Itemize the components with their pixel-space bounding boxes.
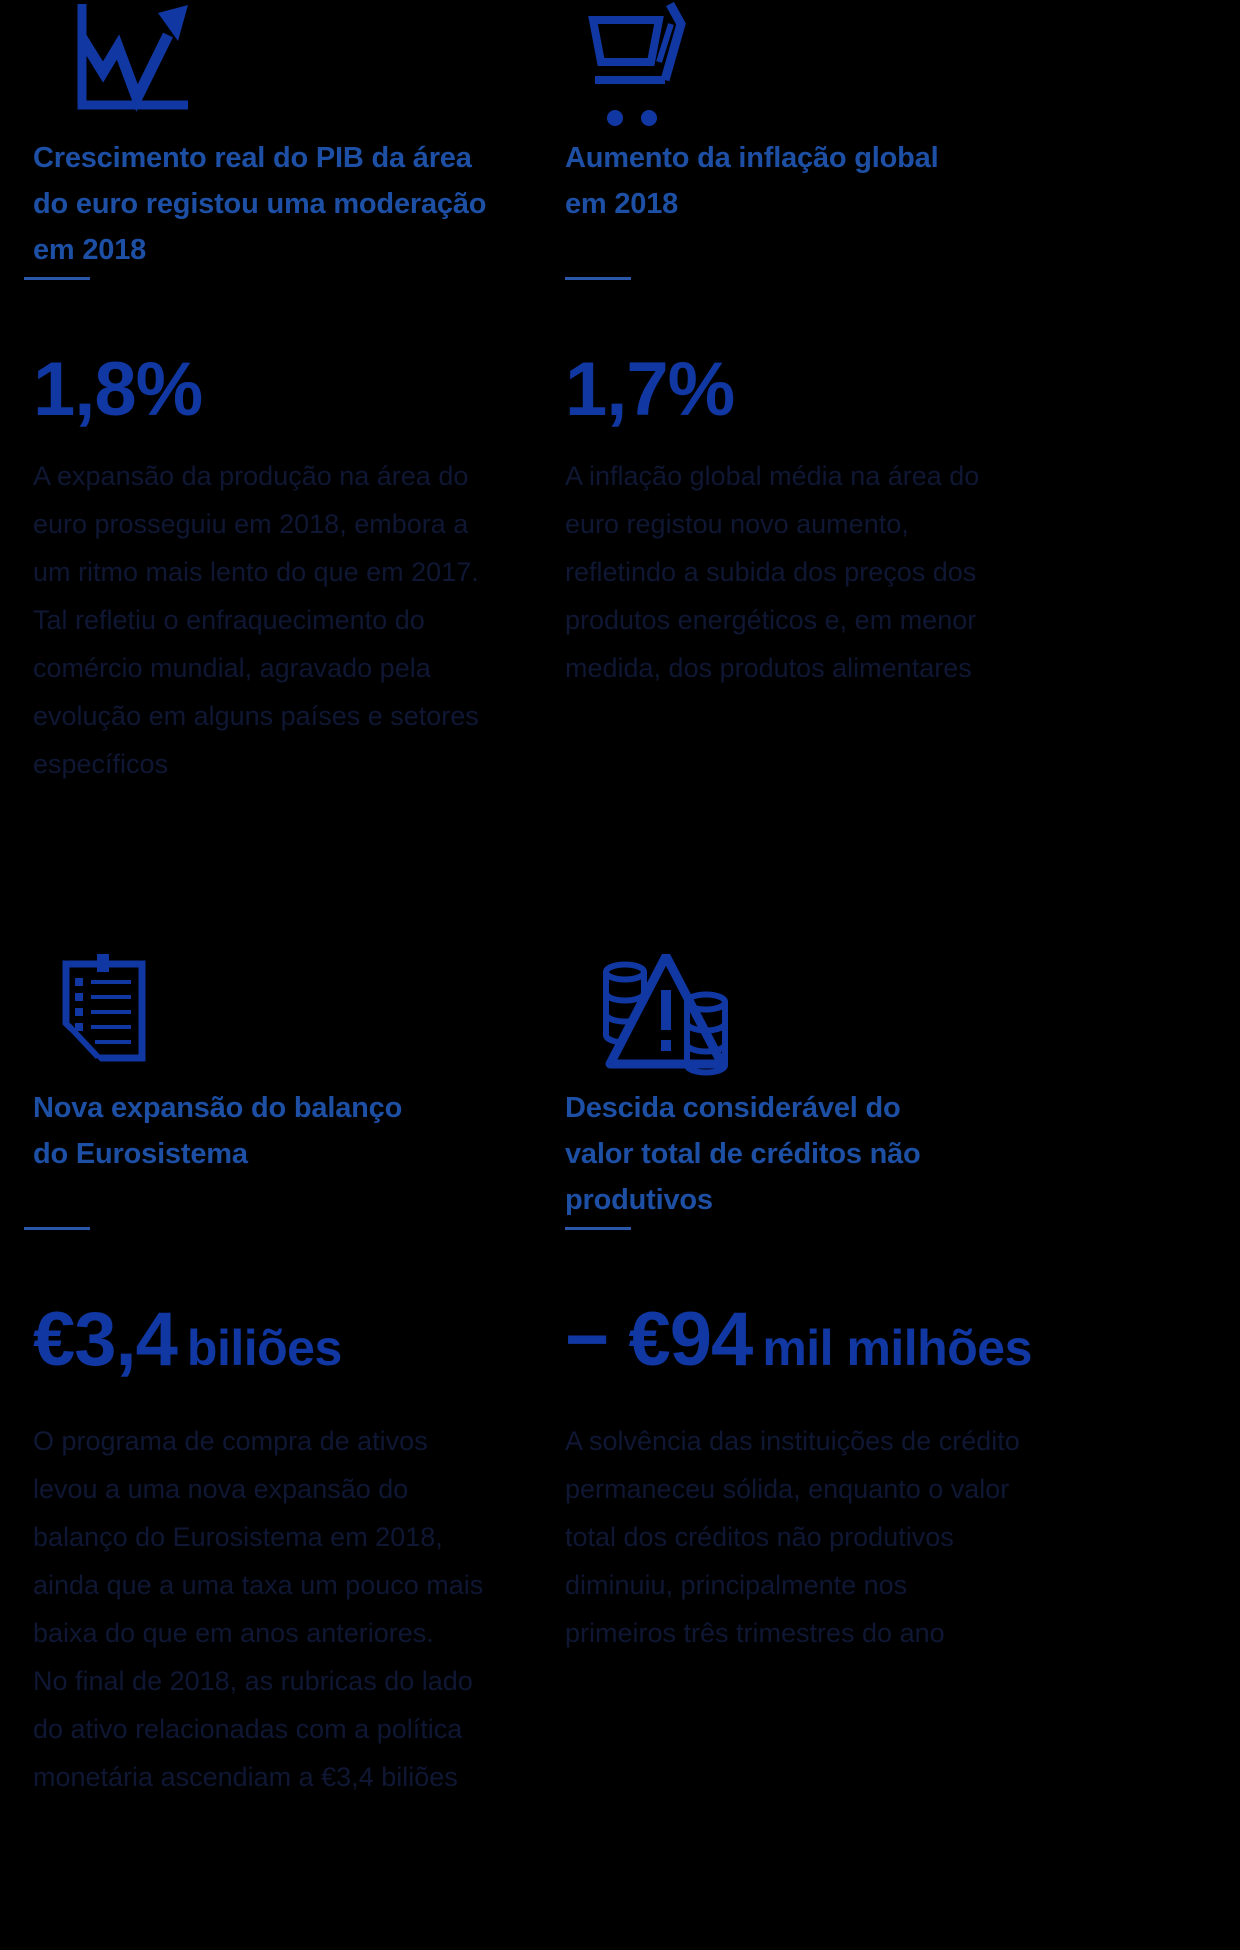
card-body-text: A expansão da produção na área do euro p…	[33, 461, 479, 779]
npl-warning-icon	[600, 954, 1240, 1080]
key-figure-unit: mil milhões	[762, 1320, 1032, 1376]
card-body-text: O programa de compra de ativos levou a u…	[33, 1426, 484, 1792]
line-chart-icon	[70, 0, 565, 114]
card-heading: Aumento da inflação global em 2018	[565, 142, 939, 220]
card-inflation: Aumento da inflação global em 2018 1,7% …	[565, 0, 1240, 940]
key-figure-unit: biliões	[186, 1320, 342, 1376]
key-figure-value: €3,4	[33, 1297, 178, 1382]
separator-line	[24, 1227, 90, 1230]
stats-grid: Crescimento real do PIB da área do euro …	[24, 0, 1240, 1801]
key-figure-value: 1,7%	[565, 347, 735, 432]
separator-line	[565, 1227, 631, 1230]
card-body-text: A solvência das instituições de crédito …	[565, 1426, 1020, 1648]
card-body-text: A inflação global média na área do euro …	[565, 461, 980, 683]
shopping-cart-icon	[585, 0, 1240, 130]
icon-slot	[565, 0, 1240, 135]
icon-slot	[33, 0, 565, 135]
card-balance-sheet: Nova expansão do balanço do Eurosistema …	[24, 940, 565, 1801]
card-gdp-growth: Crescimento real do PIB da área do euro …	[24, 0, 565, 940]
separator-line	[24, 277, 90, 280]
card-heading: Nova expansão do balanço do Eurosistema	[33, 1092, 403, 1170]
clipboard-icon	[61, 954, 565, 1062]
icon-slot	[565, 940, 1240, 1085]
key-figure: 1,8%	[33, 280, 565, 452]
card-npl: Descida considerável do valor total de c…	[565, 940, 1240, 1801]
card-heading: Crescimento real do PIB da área do euro …	[33, 142, 487, 266]
key-figure-value: 1,8%	[33, 347, 203, 432]
separator-line	[565, 277, 631, 280]
key-figure-value: − €94	[565, 1297, 753, 1382]
key-figure: €3,4 biliões	[33, 1230, 565, 1417]
icon-slot	[33, 940, 565, 1085]
key-figure: 1,7%	[565, 280, 1240, 452]
card-heading: Descida considerável do valor total de c…	[565, 1092, 921, 1216]
key-figure: − €94 mil milhões	[565, 1230, 1240, 1417]
